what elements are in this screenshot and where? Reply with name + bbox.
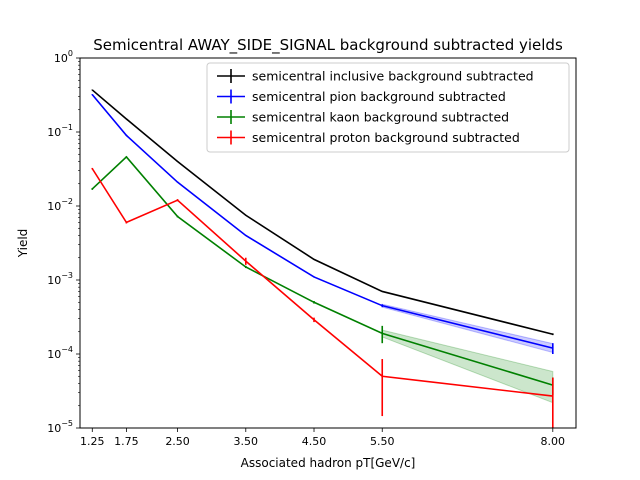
series-line-2 xyxy=(91,155,554,386)
axes: 1.25 1.75 2.50 3.50 4.50 5.50 8.00 10−5 10−4 10−3… xyxy=(47,49,565,448)
legend: semicentral inclusive background subtrac… xyxy=(206,62,570,153)
y-tick-label: 10−1 xyxy=(47,123,73,139)
x-tick-label: 4.50 xyxy=(302,435,327,448)
legend-label: semicentral kaon background subtracted xyxy=(252,110,509,125)
y-axis-label: Yield xyxy=(16,229,30,259)
legend-label: semicentral proton background subtracted xyxy=(252,130,520,145)
x-tick-label: 1.75 xyxy=(114,435,139,448)
y-tick-label: 10−2 xyxy=(47,197,73,213)
legend-label: semicentral pion background subtracted xyxy=(252,89,506,104)
legend-label: semicentral inclusive background subtrac… xyxy=(252,69,534,84)
legend-box xyxy=(206,62,570,153)
x-tick-label: 5.50 xyxy=(370,435,395,448)
x-tick-label: 1.25 xyxy=(80,435,105,448)
chart-title: Semicentral AWAY_SIDE_SIGNAL background … xyxy=(93,36,563,55)
x-tick-label: 8.00 xyxy=(541,435,566,448)
y-tick-label: 10−4 xyxy=(47,345,73,361)
y-tick-label: 10−5 xyxy=(47,419,73,435)
plot-frame xyxy=(79,57,577,429)
y-tick-label: 10−3 xyxy=(47,271,73,287)
x-tick-label: 2.50 xyxy=(165,435,190,448)
x-axis-label: Associated hadron pT[GeV/c] xyxy=(241,456,416,470)
x-tick-label: 3.50 xyxy=(234,435,259,448)
y-tick-label: 100 xyxy=(54,49,73,65)
plot-area xyxy=(91,89,554,428)
